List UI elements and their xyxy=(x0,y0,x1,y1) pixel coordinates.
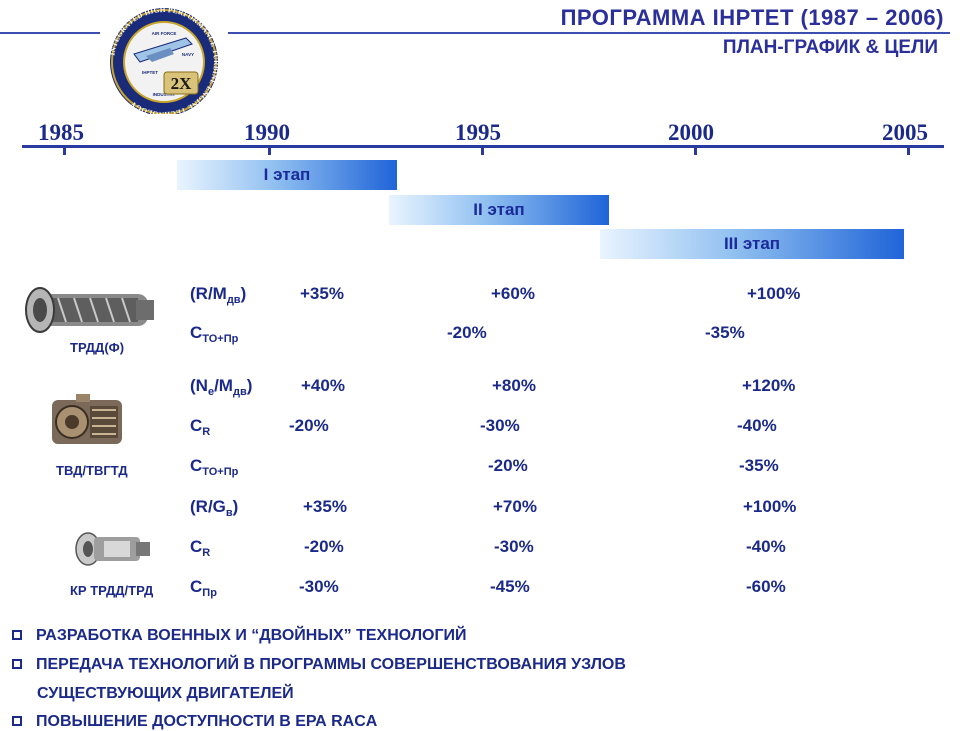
stage-bar-2: II этап xyxy=(389,195,609,225)
svg-text:AIR FORCE: AIR FORCE xyxy=(152,31,177,36)
engine-label-turboshaft: ТВД/ТВГТД xyxy=(56,463,128,478)
timeline-tick xyxy=(63,145,66,155)
timeline-tick xyxy=(268,145,271,155)
value-stage3: -40% xyxy=(737,416,777,435)
param-maintenance-cost: CТО+Пр xyxy=(190,456,238,478)
page-subtitle: ПЛАН-ГРАФИК & ЦЕЛИ xyxy=(722,37,938,58)
param-subscript: дв xyxy=(232,386,247,398)
value-stage3: -40% xyxy=(746,537,786,556)
value-stage3: -60% xyxy=(746,577,786,596)
ihptet-emblem-icon: INTEGRATED HIGH PERFORMANCE TURBINE ENGI… xyxy=(108,6,220,114)
value-stage2: -30% xyxy=(480,416,520,435)
value-stage1: -30% xyxy=(299,577,339,596)
checkbox-square-icon xyxy=(12,659,22,669)
param-production-cost: CПр xyxy=(190,577,217,599)
value-stage2: -20% xyxy=(447,323,487,342)
value-stage1: +35% xyxy=(300,284,344,303)
value-stage1: +35% xyxy=(303,497,347,516)
param-specific-power: (Ne/Mдв) xyxy=(190,376,252,398)
turbofan-engine-icon xyxy=(25,287,154,333)
param-subscript: R xyxy=(202,426,211,438)
header-rule-right xyxy=(228,32,950,34)
param-text: C xyxy=(190,537,203,556)
param-text: C xyxy=(190,416,203,435)
param-subscript: ТО+Пр xyxy=(202,333,239,345)
param-text: /M xyxy=(214,376,233,395)
param-specific-thrust: (R/Mдв) xyxy=(190,284,246,306)
bullet-text: ПОВЫШЕНИЕ ДОСТУПНОСТИ В ЕРА RACA xyxy=(36,713,378,730)
param-subscript: e xyxy=(207,386,215,398)
param-text: C xyxy=(190,323,203,342)
param-subscript: ТО+Пр xyxy=(202,466,239,478)
param-text: (N xyxy=(190,376,208,395)
missile-engine-icon xyxy=(75,532,150,566)
value-stage3: -35% xyxy=(739,456,779,475)
bullet-text: РАЗРАБОТКА ВОЕННЫХ И “ДВОЙНЫХ” ТЕХНОЛОГИ… xyxy=(36,627,467,644)
value-stage1: -20% xyxy=(289,416,329,435)
checkbox-square-icon xyxy=(12,630,22,640)
param-fuel-consumption: CR xyxy=(190,537,210,559)
value-stage2: +70% xyxy=(493,497,537,516)
param-text: (R/G xyxy=(190,497,226,516)
engine-label-missile: КР ТРДД/ТРД xyxy=(70,583,154,598)
year-label-1985: 1985 xyxy=(38,120,84,145)
value-stage1: -20% xyxy=(304,537,344,556)
page-title: ПРОГРАММА IHPTET (1987 – 2006) xyxy=(560,5,944,30)
svg-text:IHPTET: IHPTET xyxy=(142,70,158,75)
turboshaft-engine-icon xyxy=(52,394,122,444)
timeline-tick xyxy=(907,145,910,155)
param-fuel-consumption: CR xyxy=(190,416,210,438)
param-maintenance-cost: CТО+Пр xyxy=(190,323,238,345)
param-subscript: Пр xyxy=(202,587,217,599)
timeline-tick xyxy=(694,145,697,155)
bullet-item: ПОВЫШЕНИЕ ДОСТУПНОСТИ В ЕРА RACA xyxy=(12,713,377,731)
param-subscript: дв xyxy=(226,294,241,306)
svg-text:2X: 2X xyxy=(171,74,193,93)
svg-text:NAVY: NAVY xyxy=(182,52,194,57)
value-stage2: -20% xyxy=(488,456,528,475)
year-label-1990: 1990 xyxy=(244,120,290,145)
param-text: (R/M xyxy=(190,284,227,303)
value-stage2: -30% xyxy=(494,537,534,556)
param-specific-thrust-airflow: (R/Gв) xyxy=(190,497,238,519)
engine-label-turbofan: ТРДД(Ф) xyxy=(70,340,125,355)
param-text: ) xyxy=(240,284,247,303)
param-text: C xyxy=(190,456,203,475)
bullet-continuation: СУЩЕСТВУЮЩИХ ДВИГАТЕЛЕЙ xyxy=(37,685,294,702)
bullet-item: ПЕРЕДАЧА ТЕХНОЛОГИЙ В ПРОГРАММЫ СОВЕРШЕН… xyxy=(12,656,626,674)
stage-bar-3: III этап xyxy=(600,229,904,259)
svg-text:INDUSTRY: INDUSTRY xyxy=(153,92,176,97)
value-stage3: +100% xyxy=(743,497,797,516)
value-stage3: +120% xyxy=(742,376,796,395)
value-stage2: +80% xyxy=(492,376,536,395)
param-text: ) xyxy=(232,497,239,516)
year-label-1995: 1995 xyxy=(455,120,501,145)
value-stage3: -35% xyxy=(705,323,745,342)
param-text: ) xyxy=(246,376,253,395)
checkbox-square-icon xyxy=(12,716,22,726)
header-rule-left xyxy=(0,32,100,34)
stage-bar-1: I этап xyxy=(177,160,397,190)
year-label-2005: 2005 xyxy=(882,120,928,145)
value-stage1: +40% xyxy=(301,376,345,395)
bullet-text: ПЕРЕДАЧА ТЕХНОЛОГИЙ В ПРОГРАММЫ СОВЕРШЕН… xyxy=(36,656,626,673)
param-subscript: в xyxy=(225,507,233,519)
timeline-tick xyxy=(481,145,484,155)
param-subscript: R xyxy=(202,547,211,559)
value-stage3: +100% xyxy=(747,284,801,303)
year-label-2000: 2000 xyxy=(668,120,714,145)
value-stage2: +60% xyxy=(491,284,535,303)
bullet-item: РАЗРАБОТКА ВОЕННЫХ И “ДВОЙНЫХ” ТЕХНОЛОГИ… xyxy=(12,627,467,645)
param-text: C xyxy=(190,577,203,596)
value-stage2: -45% xyxy=(490,577,530,596)
